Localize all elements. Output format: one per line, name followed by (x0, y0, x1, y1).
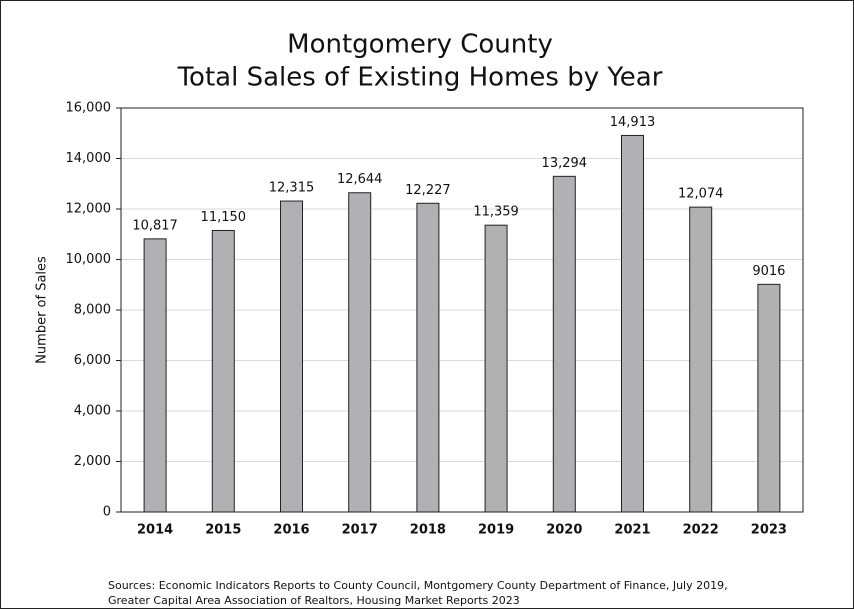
x-tick-label: 2016 (273, 523, 309, 538)
bar (552, 175, 576, 513)
chart-title: Total Sales of Existing Homes by Year (177, 63, 663, 93)
bar (689, 206, 713, 513)
data-label: 11,359 (473, 205, 519, 220)
source-note: Sources: Economic Indicators Reports to … (108, 579, 728, 592)
x-tick-label: 2017 (342, 523, 378, 538)
bar (416, 202, 440, 513)
y-tick-label: 14,000 (66, 151, 112, 166)
data-label: 13,294 (542, 156, 588, 171)
data-label: 11,150 (201, 210, 247, 225)
y-tick-label: 0 (103, 505, 111, 520)
x-tick-label: 2021 (614, 523, 650, 538)
x-tick-label: 2022 (683, 523, 719, 538)
y-tick-label: 2,000 (74, 454, 111, 469)
x-tick-label: 2014 (137, 523, 173, 538)
y-tick-label: 6,000 (74, 353, 111, 368)
x-tick-label: 2019 (478, 523, 514, 538)
bar (143, 238, 167, 513)
data-label: 12,315 (269, 181, 315, 196)
x-tick-label: 2023 (751, 523, 787, 538)
y-axis-label: Number of Sales (35, 256, 50, 364)
source-note: Greater Capital Area Association of Real… (108, 594, 520, 607)
bar (211, 229, 235, 513)
x-tick-label: 2020 (546, 523, 582, 538)
data-label: 12,074 (678, 187, 724, 202)
bar (280, 200, 303, 513)
y-tick-label: 12,000 (66, 202, 112, 217)
data-label: 12,227 (405, 183, 451, 198)
plot-border (120, 107, 804, 513)
bar (621, 134, 644, 513)
y-tick-label: 10,000 (66, 252, 112, 267)
x-tick-label: 2015 (205, 523, 241, 538)
data-label: 14,913 (610, 115, 656, 130)
y-tick-label: 4,000 (74, 404, 111, 419)
data-label: 9016 (752, 264, 785, 279)
data-label: 12,644 (337, 172, 383, 187)
y-tick-label: 16,000 (66, 101, 112, 116)
bar (757, 283, 781, 513)
x-tick-label: 2018 (410, 523, 446, 538)
chart-title: Montgomery County (287, 30, 553, 60)
bar (484, 224, 508, 513)
data-label: 10,817 (132, 218, 178, 233)
bar (348, 192, 372, 513)
y-tick-label: 8,000 (74, 303, 111, 318)
